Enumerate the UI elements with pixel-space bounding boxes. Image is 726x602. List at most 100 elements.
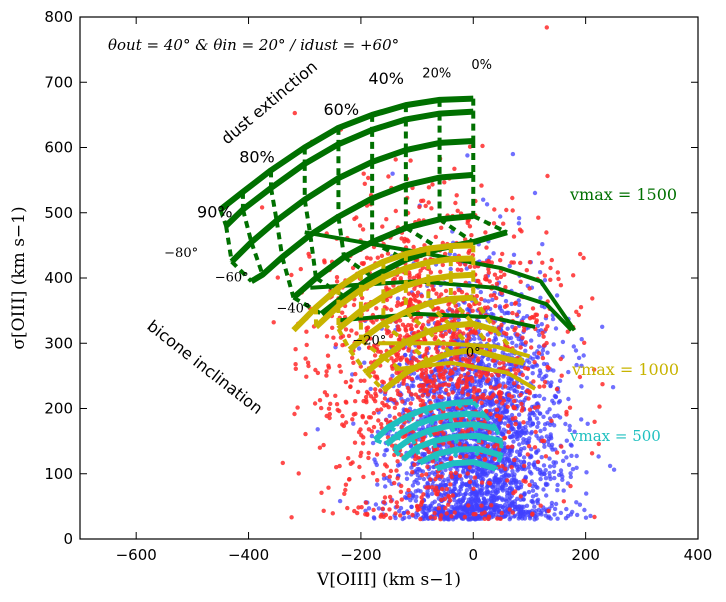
data-point bbox=[518, 485, 524, 490]
data-point bbox=[538, 503, 543, 508]
data-point bbox=[589, 451, 595, 456]
dust-arc bbox=[336, 271, 474, 332]
data-point bbox=[518, 449, 523, 454]
data-point bbox=[419, 473, 425, 478]
data-point bbox=[484, 473, 489, 478]
data-point bbox=[414, 494, 419, 499]
data-point bbox=[556, 276, 561, 282]
data-point bbox=[511, 478, 516, 483]
data-point bbox=[442, 483, 447, 488]
dust-arc bbox=[218, 95, 474, 212]
data-point bbox=[438, 517, 443, 522]
data-point bbox=[485, 305, 490, 310]
data-point bbox=[343, 379, 349, 385]
data-point bbox=[474, 506, 479, 512]
data-point bbox=[536, 215, 541, 220]
data-point bbox=[502, 272, 507, 277]
data-point bbox=[390, 171, 395, 176]
data-point bbox=[517, 421, 522, 426]
data-point bbox=[432, 511, 437, 516]
data-point bbox=[322, 260, 327, 265]
data-point bbox=[509, 465, 514, 470]
data-point bbox=[560, 477, 565, 482]
data-point bbox=[521, 420, 526, 425]
data-point bbox=[491, 221, 497, 226]
data-point bbox=[532, 351, 537, 356]
data-point bbox=[383, 512, 389, 518]
data-point bbox=[501, 398, 506, 403]
data-point bbox=[542, 444, 547, 449]
data-point bbox=[528, 418, 533, 423]
data-point bbox=[433, 476, 438, 482]
data-point bbox=[502, 436, 507, 441]
data-point bbox=[361, 261, 366, 266]
data-point bbox=[398, 489, 404, 494]
data-point bbox=[490, 297, 495, 302]
data-point bbox=[449, 443, 455, 448]
data-point bbox=[566, 396, 571, 402]
data-point bbox=[509, 449, 515, 454]
data-point bbox=[506, 501, 511, 506]
data-point bbox=[326, 406, 332, 411]
data-point bbox=[280, 460, 285, 466]
data-point bbox=[523, 366, 528, 371]
data-point bbox=[578, 305, 584, 310]
data-point bbox=[427, 384, 432, 389]
data-point bbox=[541, 438, 547, 444]
data-point bbox=[549, 500, 555, 506]
data-point bbox=[485, 332, 490, 337]
data-point bbox=[306, 363, 311, 369]
data-point bbox=[356, 346, 362, 351]
y-tick-label: 500 bbox=[44, 204, 73, 222]
data-point bbox=[394, 401, 399, 406]
data-point bbox=[433, 421, 438, 426]
inclination-segment bbox=[471, 296, 498, 332]
data-point bbox=[516, 364, 522, 369]
data-point bbox=[446, 493, 451, 499]
vmax-500-label: vmax = 500 bbox=[569, 427, 661, 445]
data-point bbox=[403, 328, 409, 333]
data-point bbox=[465, 428, 471, 433]
data-point bbox=[502, 414, 507, 420]
data-point bbox=[359, 433, 364, 438]
data-point bbox=[439, 486, 445, 492]
data-point bbox=[446, 502, 451, 507]
data-point bbox=[423, 503, 428, 509]
data-point bbox=[364, 255, 370, 260]
data-point bbox=[371, 424, 377, 430]
data-point bbox=[498, 393, 503, 399]
data-point bbox=[368, 386, 373, 392]
data-point bbox=[389, 356, 394, 361]
data-point bbox=[373, 387, 378, 392]
data-point bbox=[503, 384, 508, 389]
data-point bbox=[395, 300, 401, 305]
data-point bbox=[333, 342, 339, 347]
data-point bbox=[501, 473, 506, 479]
data-point bbox=[557, 378, 563, 383]
data-point bbox=[458, 491, 463, 497]
data-point bbox=[576, 355, 582, 361]
data-point bbox=[398, 276, 403, 281]
data-point bbox=[506, 430, 511, 435]
data-point bbox=[369, 433, 375, 439]
data-point bbox=[597, 404, 602, 409]
data-point bbox=[532, 190, 538, 196]
data-point bbox=[385, 251, 391, 256]
data-point bbox=[498, 258, 503, 263]
data-point bbox=[481, 197, 486, 202]
data-point bbox=[473, 512, 478, 517]
data-point bbox=[466, 332, 471, 337]
inclination-line bbox=[394, 360, 537, 391]
data-point bbox=[289, 515, 294, 520]
data-point bbox=[371, 320, 376, 325]
data-point bbox=[492, 347, 497, 353]
data-point bbox=[510, 310, 515, 316]
data-point bbox=[512, 398, 517, 404]
data-point bbox=[435, 431, 440, 436]
data-point bbox=[548, 383, 553, 388]
data-point bbox=[511, 474, 517, 480]
data-point bbox=[535, 424, 540, 429]
data-point bbox=[380, 224, 385, 229]
data-point bbox=[607, 463, 613, 469]
data-point bbox=[352, 216, 357, 222]
